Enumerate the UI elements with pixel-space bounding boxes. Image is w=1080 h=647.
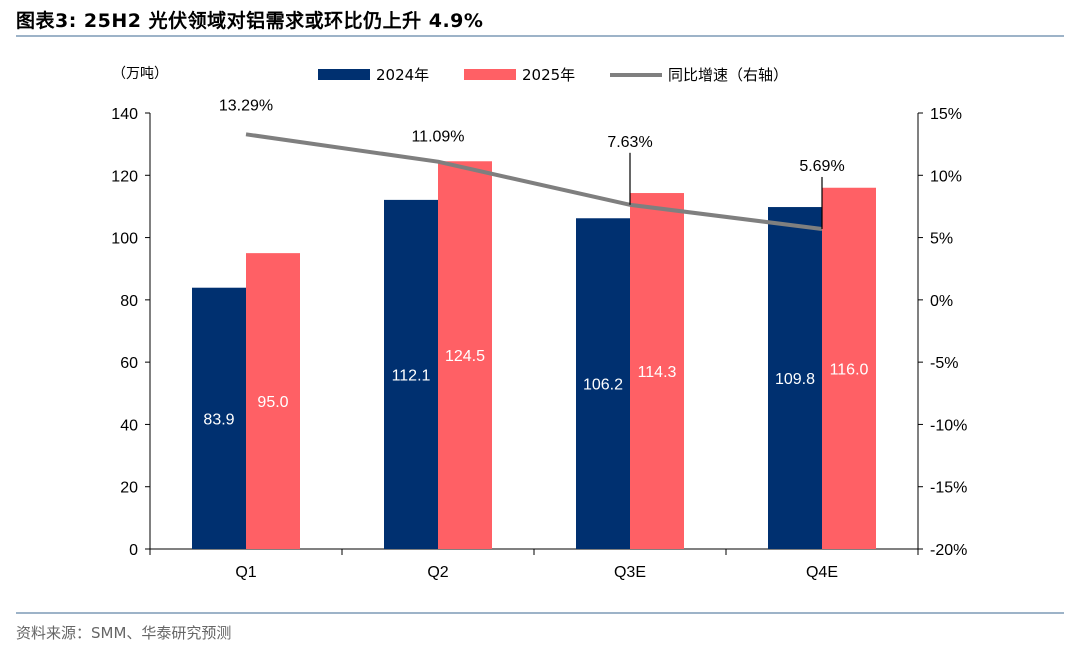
footer-rule [16, 612, 1064, 614]
bar-data-label: 116.0 [830, 361, 869, 378]
bar-data-label: 124.5 [445, 348, 485, 365]
x-tick-label: Q2 [427, 564, 448, 581]
line-data-label: 11.09% [411, 129, 464, 146]
figure-title: 图表3: 25H2 光伏领域对铝需求或环比仍上升 4.9% [16, 10, 484, 32]
right-tick-label: -10% [930, 417, 967, 434]
bar-data-label: 106.2 [583, 377, 623, 394]
right-tick-label: 15% [930, 106, 962, 123]
line-data-label: 7.63% [607, 134, 652, 151]
x-tick-label: Q3E [614, 564, 646, 581]
bar [630, 193, 684, 549]
title-rule [16, 35, 1064, 37]
bar [192, 287, 246, 549]
line-data-label: 5.69% [799, 158, 844, 175]
left-tick-label: 140 [111, 106, 138, 123]
right-tick-label: 10% [930, 168, 962, 185]
x-tick-label: Q4E [806, 564, 838, 581]
bar [246, 253, 300, 549]
right-tick-label: -20% [930, 542, 967, 559]
legend-label: 同比增速（右轴） [668, 66, 788, 84]
bar-data-label: 95.0 [257, 394, 288, 411]
bar [768, 207, 822, 549]
bar [576, 218, 630, 549]
legend-swatch [318, 69, 370, 80]
bar-data-label: 114.3 [638, 364, 677, 381]
bar [438, 161, 492, 549]
left-tick-label: 20 [120, 480, 138, 497]
bar-data-label: 83.9 [203, 411, 234, 428]
bar-data-label: 109.8 [775, 371, 815, 388]
left-tick-label: 80 [120, 293, 138, 310]
bar-line-chart: （万吨） 2024年 2025年 同比增速（右轴） 0 20 40 60 80 100 120 1… [111, 66, 967, 581]
right-tick-label: -15% [930, 480, 967, 497]
left-tick-label: 60 [120, 355, 138, 372]
right-tick-label: 5% [930, 231, 953, 248]
bar [384, 199, 438, 550]
bars [192, 161, 876, 550]
bar [822, 187, 876, 549]
line-series [245, 132, 823, 231]
legend-label: 2025年 [522, 66, 575, 84]
unit-label: （万吨） [112, 66, 168, 82]
legend-label: 2024年 [376, 66, 429, 84]
left-tick-label: 0 [129, 542, 138, 559]
line-data-label: 13.29% [219, 97, 273, 114]
left-tick-label: 40 [120, 417, 138, 434]
legend-swatch [464, 69, 516, 80]
data-labels: 83.9 112.1 106.2 109.8 95.0 124.5 114.3 116.0 13… [203, 97, 868, 428]
left-tick-label: 100 [111, 231, 138, 248]
yoy-line [245, 132, 823, 231]
right-tick-label: 0% [930, 293, 953, 310]
left-tick-label: 120 [111, 168, 138, 185]
bar-data-label: 112.1 [392, 367, 431, 384]
source-note: 资料来源：SMM、华泰研究预测 [16, 624, 232, 642]
right-tick-label: -5% [930, 355, 958, 372]
x-tick-label: Q1 [235, 564, 256, 581]
legend: 2024年 2025年 同比增速（右轴） [318, 66, 788, 84]
